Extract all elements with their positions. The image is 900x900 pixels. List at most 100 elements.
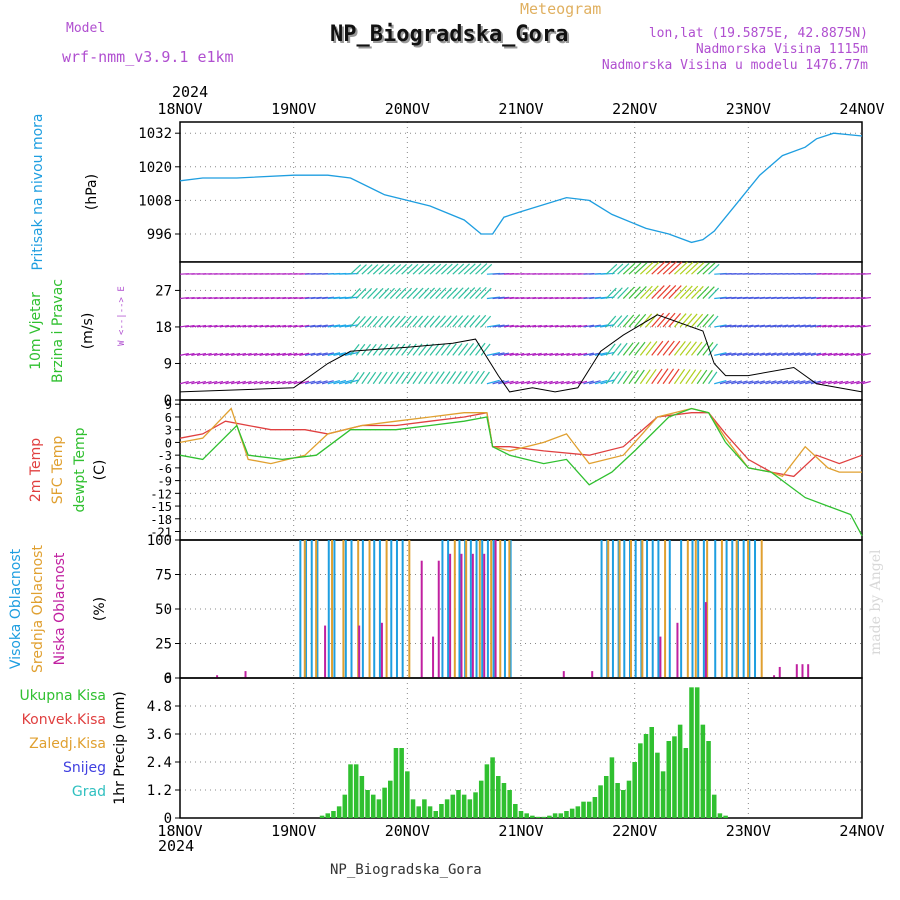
x-tick-bottom: 22NOV xyxy=(612,822,657,840)
wind-barb xyxy=(662,340,675,356)
wind-barb xyxy=(532,380,542,385)
wind-barb xyxy=(418,315,429,328)
wind-barb xyxy=(748,324,760,328)
wind-barb xyxy=(469,263,482,275)
wind-barb xyxy=(571,380,582,385)
precip-bar xyxy=(388,780,393,818)
wind-barb xyxy=(685,369,697,385)
wind-barb xyxy=(355,343,366,356)
precip-legend-item: Konvek.Kisa xyxy=(22,712,106,728)
wind-barb xyxy=(696,262,710,275)
wind-barb xyxy=(787,380,800,385)
wind-barb xyxy=(708,263,720,275)
y-tick-label: 3 xyxy=(165,424,172,438)
wind-barb xyxy=(401,315,412,328)
wind-barb xyxy=(259,324,269,328)
wind-barb xyxy=(389,263,402,275)
wind-barb xyxy=(418,263,430,275)
wind-barb xyxy=(350,315,361,328)
wind-barb xyxy=(805,324,817,328)
wind-barb xyxy=(714,324,727,328)
wind-barb xyxy=(509,352,519,356)
wind-barb xyxy=(628,342,640,356)
precip-bar xyxy=(342,794,348,818)
precip-bar xyxy=(666,741,672,818)
wind-barb xyxy=(440,371,451,385)
wind-barb xyxy=(316,380,328,385)
cloud-bar xyxy=(390,540,393,678)
wind-barb xyxy=(253,324,264,328)
wind-barb xyxy=(498,352,510,356)
cloud-bar xyxy=(778,666,781,678)
precip-bar xyxy=(615,783,620,818)
wind-barb xyxy=(423,263,436,275)
wind-barb xyxy=(691,313,704,328)
wind-barb xyxy=(367,264,379,275)
precip-bar xyxy=(439,804,444,818)
cloud-bar xyxy=(449,553,452,678)
wind-barb xyxy=(503,380,514,385)
wind-barb xyxy=(725,380,737,385)
x-tick-bottom: 21NOV xyxy=(498,822,543,840)
cloud-bar xyxy=(483,553,486,678)
wind-barb xyxy=(339,324,353,328)
wind-barb xyxy=(282,352,292,356)
y-tick-label: 0 xyxy=(164,811,172,827)
wind-barb xyxy=(583,324,595,328)
wind-barb xyxy=(583,352,595,356)
wind-barb xyxy=(788,324,800,328)
precip-bar xyxy=(575,806,581,818)
wind-barb xyxy=(435,263,447,275)
wind-barb xyxy=(537,380,548,385)
cloud-bar xyxy=(492,540,495,678)
cloud-bar xyxy=(600,540,603,678)
precip-bar xyxy=(467,799,473,818)
y-tick-label: 0 xyxy=(164,671,172,687)
wind-barb xyxy=(509,324,519,328)
y-tick-label: 18 xyxy=(155,320,172,336)
wind-barb xyxy=(480,343,491,356)
wind-barb xyxy=(265,380,275,385)
cloud-bar xyxy=(697,540,700,678)
wind-barb xyxy=(452,315,464,328)
wind-barb xyxy=(554,352,565,356)
wind-barb xyxy=(572,352,582,356)
wind-barb xyxy=(384,371,394,385)
precip-bar xyxy=(495,776,501,818)
wind-barb xyxy=(299,380,310,385)
wind-barb xyxy=(708,315,719,328)
wind-barb xyxy=(622,286,635,299)
cloud-bar xyxy=(641,540,644,678)
temp-line-2 xyxy=(179,407,863,537)
wind-barb xyxy=(469,342,480,356)
precip-bar xyxy=(359,776,365,818)
wind-barb xyxy=(611,315,623,328)
wind-barb xyxy=(293,352,304,356)
precip-bar xyxy=(547,815,552,818)
cloud-bar xyxy=(432,636,435,678)
wind-barb xyxy=(253,352,264,356)
wind-barb xyxy=(236,352,247,356)
wind-barb xyxy=(276,324,287,328)
precip-bar xyxy=(370,794,376,818)
wind-barb xyxy=(748,380,760,385)
precip-bar xyxy=(410,799,416,818)
wind-barb xyxy=(401,263,413,275)
wind-barb xyxy=(265,352,275,356)
wind-barb xyxy=(770,352,783,356)
wind-barb xyxy=(463,370,474,385)
wind-barb xyxy=(651,285,665,299)
precip-bar xyxy=(621,790,626,818)
wind-barb xyxy=(367,287,378,299)
wind-barb xyxy=(287,324,298,328)
wind-barb xyxy=(822,352,833,356)
model-elevation-text: Nadmorska Visina u modelu 1476.77m xyxy=(601,58,868,73)
wind-barb xyxy=(679,261,694,275)
wind-barb xyxy=(446,343,457,356)
precip-bar xyxy=(586,801,592,818)
wind-barb xyxy=(651,261,666,275)
precip-axis-label: 1hr Precip (mm) xyxy=(112,691,128,804)
precip-bar xyxy=(490,757,495,818)
wind-barb xyxy=(333,352,347,356)
wind-barb xyxy=(685,341,697,356)
